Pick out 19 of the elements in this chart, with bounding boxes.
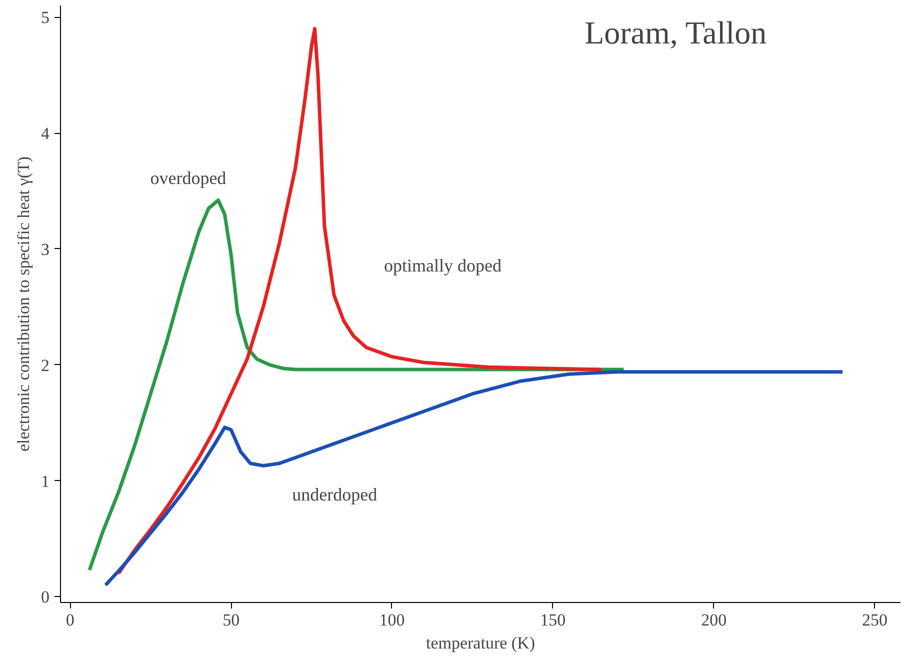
line-series <box>104 370 844 587</box>
y-axis-title: electronic contribution to specific heat γ(T) <box>14 156 33 452</box>
x-tick-label: 50 <box>222 610 240 630</box>
y-tick-label: 3 <box>41 240 50 259</box>
x-tick-label: 150 <box>540 610 566 630</box>
x-axis-title: temperature (K) <box>426 634 536 652</box>
x-tick-label: 200 <box>701 610 727 630</box>
text: optimally doped <box>384 256 502 276</box>
y-tick-label: 5 <box>41 8 50 28</box>
y-tick-label: 2 <box>41 356 50 375</box>
x-tick-label: 100 <box>379 610 405 630</box>
x-tick-label: 0 <box>66 610 74 630</box>
series-label: underdoped <box>292 484 378 504</box>
x-tick-label: 250 <box>862 610 888 630</box>
y-tick-label: 0 <box>41 588 50 607</box>
annotation: Loram, Tallon <box>584 14 767 51</box>
series-label: overdoped <box>150 168 226 188</box>
y-tick-label: 4 <box>41 124 50 144</box>
y-tick-label: 1 <box>41 472 50 491</box>
